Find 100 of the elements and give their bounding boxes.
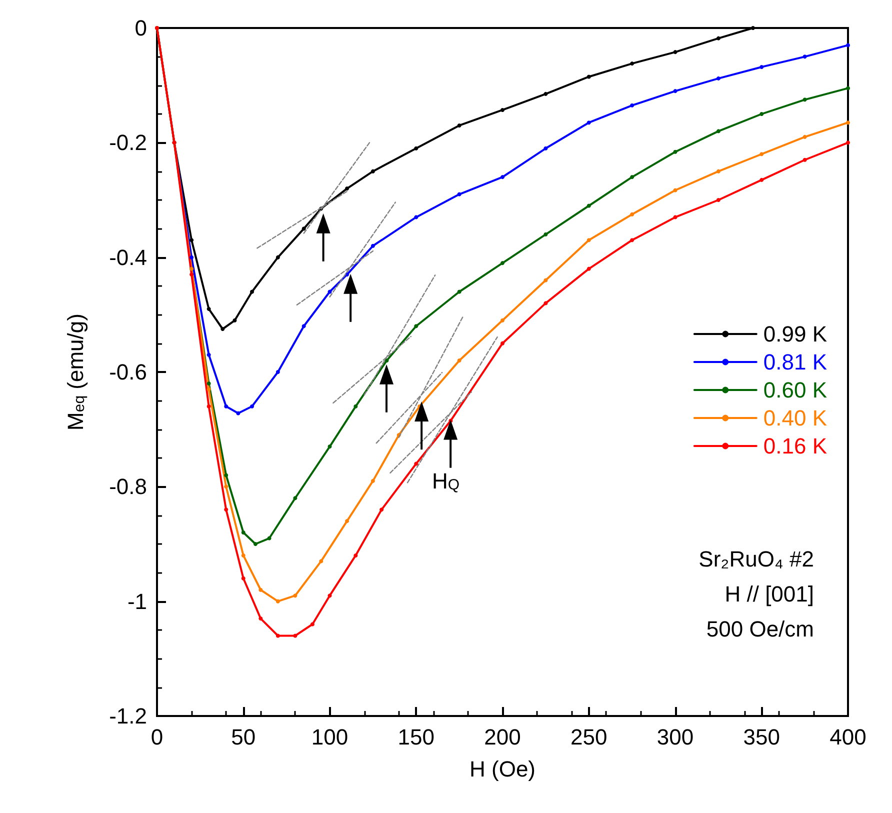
point bbox=[258, 588, 263, 592]
point bbox=[630, 62, 634, 66]
point bbox=[500, 108, 504, 112]
point bbox=[224, 404, 228, 408]
point bbox=[500, 175, 504, 180]
point bbox=[232, 318, 237, 322]
point bbox=[190, 255, 194, 260]
x-tick-label: 400 bbox=[830, 724, 866, 750]
point bbox=[716, 198, 720, 202]
point bbox=[544, 301, 548, 306]
point bbox=[414, 324, 418, 328]
point bbox=[370, 169, 375, 174]
point bbox=[370, 478, 375, 483]
point bbox=[802, 158, 807, 162]
point bbox=[846, 43, 850, 48]
point bbox=[206, 404, 211, 408]
point bbox=[630, 238, 634, 242]
x-tick-label: 150 bbox=[398, 724, 434, 750]
x-tick-label: 200 bbox=[484, 724, 521, 750]
x-tick-label: 100 bbox=[311, 724, 348, 750]
point bbox=[241, 553, 246, 558]
point bbox=[276, 599, 280, 604]
point bbox=[544, 92, 548, 96]
point bbox=[319, 559, 324, 564]
point bbox=[310, 622, 314, 626]
y-tick-label: -0.6 bbox=[109, 360, 147, 384]
point bbox=[760, 178, 764, 182]
point bbox=[846, 140, 850, 145]
y-tick-label: -0.4 bbox=[109, 244, 147, 270]
point bbox=[500, 318, 504, 322]
point bbox=[750, 26, 755, 30]
legend-label: 0.16 K bbox=[763, 434, 828, 458]
point bbox=[544, 146, 548, 150]
point bbox=[384, 358, 389, 363]
point bbox=[224, 473, 228, 478]
point bbox=[802, 98, 807, 102]
point bbox=[414, 215, 418, 220]
point bbox=[236, 411, 240, 416]
annotation: 500 Oe/cm bbox=[706, 616, 814, 642]
point bbox=[457, 358, 462, 363]
point bbox=[500, 261, 504, 266]
x-tick-label: 250 bbox=[570, 724, 608, 750]
point bbox=[457, 123, 462, 128]
point bbox=[716, 129, 720, 134]
point bbox=[457, 290, 462, 294]
point bbox=[716, 76, 720, 80]
point bbox=[802, 54, 807, 59]
point bbox=[846, 86, 850, 90]
y-tick-label: -1.2 bbox=[109, 704, 147, 728]
point bbox=[293, 496, 298, 500]
point bbox=[328, 290, 332, 294]
point bbox=[760, 112, 764, 116]
point bbox=[328, 444, 332, 449]
point bbox=[276, 255, 280, 260]
point bbox=[673, 188, 678, 192]
point bbox=[190, 238, 194, 242]
point bbox=[586, 74, 591, 79]
point bbox=[224, 484, 228, 489]
point bbox=[241, 576, 246, 580]
annotation: H // [001] bbox=[724, 582, 814, 606]
point bbox=[276, 370, 280, 374]
point bbox=[380, 508, 384, 512]
legend-label: 0.81 K bbox=[763, 350, 828, 374]
point bbox=[224, 508, 228, 512]
point bbox=[302, 226, 306, 231]
point bbox=[673, 150, 678, 154]
point bbox=[250, 404, 254, 408]
y-axis-title: Meq (emu/g) bbox=[63, 314, 88, 430]
legend-label: 0.60 K bbox=[763, 378, 828, 402]
y-tick-label: -0.8 bbox=[109, 474, 147, 500]
point bbox=[190, 272, 194, 277]
point bbox=[206, 381, 211, 386]
point bbox=[414, 146, 418, 150]
y-tick-label: -1 bbox=[127, 588, 147, 614]
point bbox=[276, 634, 280, 638]
point bbox=[760, 64, 764, 69]
point bbox=[544, 278, 548, 282]
point bbox=[354, 404, 358, 408]
point bbox=[716, 36, 720, 40]
x-tick-label: 0 bbox=[150, 724, 164, 750]
point bbox=[500, 341, 504, 346]
point bbox=[586, 204, 591, 208]
point bbox=[206, 352, 211, 357]
point bbox=[302, 324, 306, 328]
point bbox=[328, 594, 332, 598]
point bbox=[345, 519, 350, 524]
x-tick-label: 50 bbox=[231, 724, 256, 750]
point bbox=[267, 536, 272, 540]
x-axis-title: H (Oe) bbox=[470, 756, 536, 782]
point bbox=[630, 175, 634, 180]
point bbox=[293, 634, 298, 638]
point bbox=[345, 186, 350, 191]
point bbox=[802, 134, 807, 139]
point bbox=[414, 462, 418, 466]
point bbox=[673, 215, 678, 220]
point bbox=[630, 212, 634, 216]
point bbox=[586, 120, 591, 125]
point bbox=[206, 306, 211, 311]
point bbox=[846, 120, 850, 125]
point bbox=[253, 542, 258, 546]
